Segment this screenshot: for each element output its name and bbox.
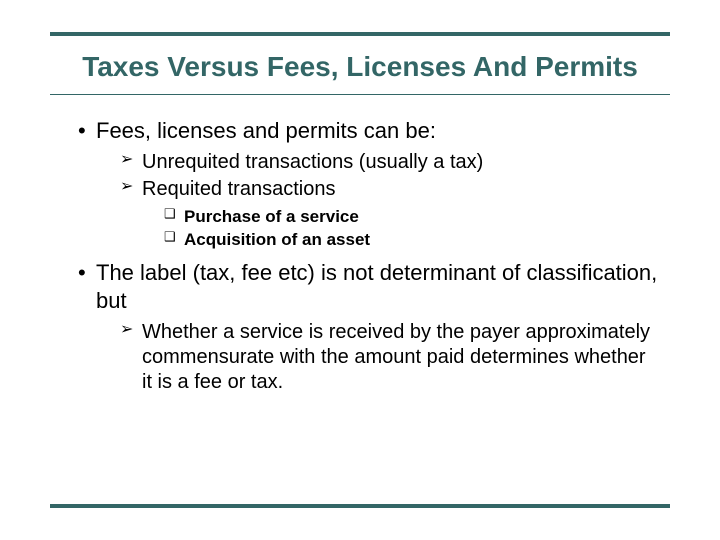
bullet-text: The label (tax, fee etc) is not determin…	[96, 260, 657, 313]
bullet-list-lvl1: Fees, licenses and permits can be: Unreq…	[60, 117, 660, 396]
top-rule	[50, 32, 670, 36]
list-item: Purchase of a service	[164, 206, 660, 228]
list-item: The label (tax, fee etc) is not determin…	[78, 259, 660, 395]
title-underline	[50, 94, 670, 95]
bullet-text: Acquisition of an asset	[184, 230, 370, 249]
list-item: Unrequited transactions (usually a tax)	[120, 150, 660, 175]
list-item: Fees, licenses and permits can be: Unreq…	[78, 117, 660, 252]
bullet-text: Purchase of a service	[184, 207, 359, 226]
bullet-text: Whether a service is received by the pay…	[142, 321, 650, 393]
bullet-text: Fees, licenses and permits can be:	[96, 118, 436, 143]
slide-title: Taxes Versus Fees, Licenses And Permits	[50, 46, 670, 94]
list-item: Acquisition of an asset	[164, 229, 660, 251]
slide: Taxes Versus Fees, Licenses And Permits …	[0, 0, 720, 540]
bullet-list-lvl2: Whether a service is received by the pay…	[96, 320, 660, 395]
list-item: Requited transactions Purchase of a serv…	[120, 177, 660, 251]
bullet-text: Unrequited transactions (usually a tax)	[142, 151, 483, 173]
bullet-list-lvl3: Purchase of a service Acquisition of an …	[142, 206, 660, 251]
bottom-rule	[50, 504, 670, 508]
bullet-list-lvl2: Unrequited transactions (usually a tax) …	[96, 150, 660, 251]
list-item: Whether a service is received by the pay…	[120, 320, 660, 395]
bullet-text: Requited transactions	[142, 178, 335, 200]
content-area: Fees, licenses and permits can be: Unreq…	[50, 117, 670, 396]
